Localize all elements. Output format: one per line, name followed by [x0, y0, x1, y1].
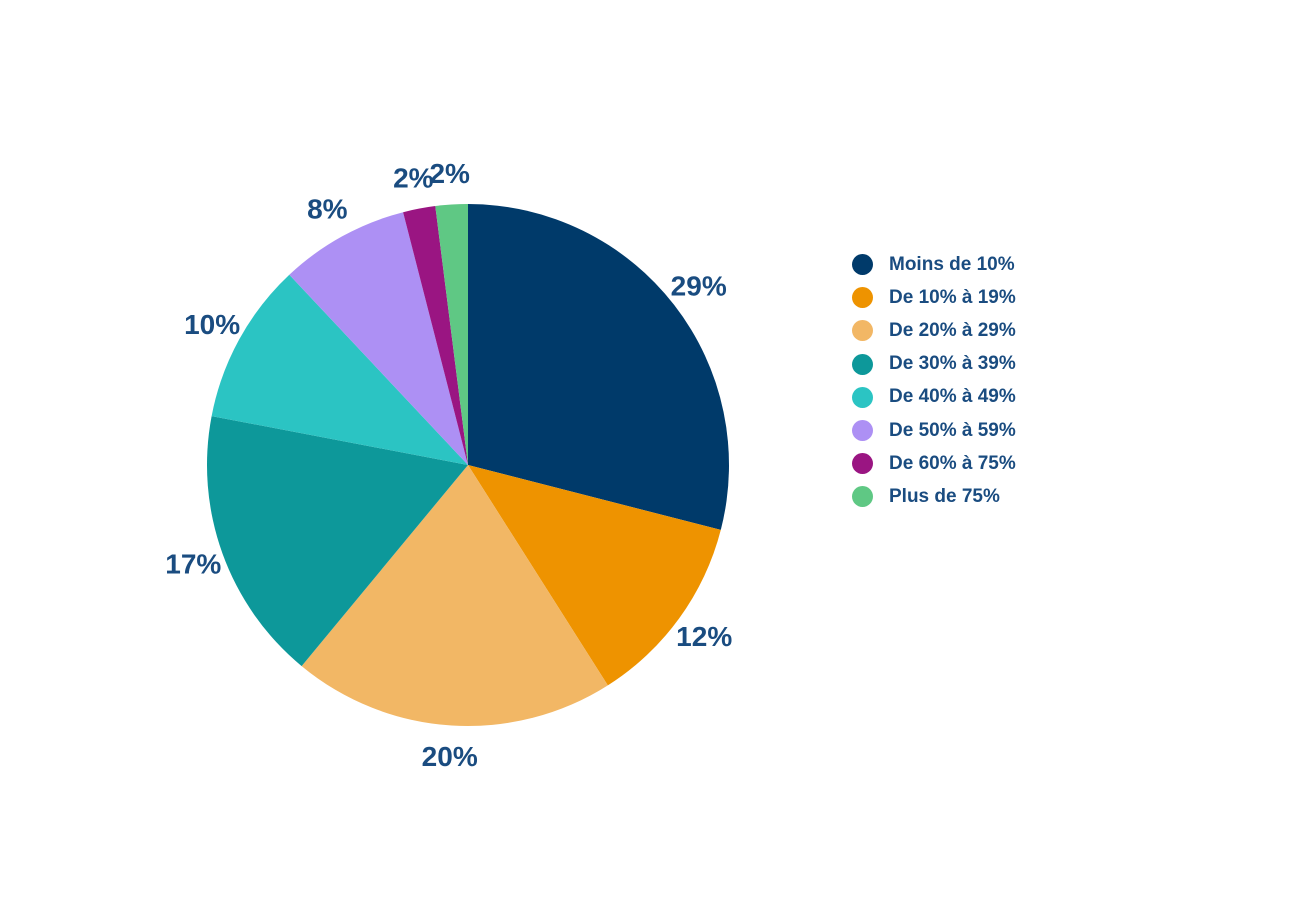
legend-swatch-icon: [852, 353, 873, 375]
legend-swatch-icon: [852, 386, 873, 408]
legend-label: De 20% à 29%: [889, 319, 1016, 341]
legend-label: De 40% à 49%: [889, 386, 1016, 408]
pie-slice: [435, 204, 468, 465]
pie-slice: [206, 416, 469, 667]
pie-slice: [468, 204, 730, 530]
legend-item: De 30% à 39%: [852, 348, 1016, 381]
pie-slice: [403, 206, 468, 465]
slice-value-label: 2%: [429, 158, 470, 189]
legend-item: De 10% à 19%: [852, 281, 1016, 314]
slice-value-label: 8%: [307, 194, 348, 225]
legend-item: De 40% à 49%: [852, 381, 1016, 414]
legend-label: De 10% à 19%: [889, 286, 1016, 308]
slice-value-label: 17%: [165, 548, 221, 579]
legend-swatch-icon: [852, 287, 873, 309]
legend-item: Plus de 75%: [852, 480, 1016, 513]
slice-value-label: 20%: [422, 741, 478, 772]
legend-label: Plus de 75%: [889, 485, 1000, 507]
legend-item: De 20% à 29%: [852, 314, 1016, 347]
legend-swatch-icon: [852, 453, 873, 475]
slice-value-label: 10%: [184, 309, 240, 340]
legend-item: De 60% à 75%: [852, 447, 1016, 480]
legend-item: De 50% à 59%: [852, 414, 1016, 447]
legend-swatch-icon: [852, 486, 873, 508]
chart-legend: Moins de 10% De 10% à 19% De 20% à 29% De 3…: [852, 248, 1016, 514]
legend-item: Moins de 10%: [852, 248, 1016, 281]
slice-value-label: 2%: [393, 163, 434, 194]
legend-label: Moins de 10%: [889, 253, 1015, 275]
legend-swatch-icon: [852, 254, 873, 276]
legend-label: De 60% à 75%: [889, 452, 1016, 474]
legend-swatch-icon: [852, 320, 873, 342]
legend-label: De 50% à 59%: [889, 419, 1016, 441]
pie-slice: [468, 465, 721, 686]
pie-slice: [289, 212, 468, 465]
pie-slice: [211, 274, 468, 465]
legend-label: De 30% à 39%: [889, 353, 1016, 375]
pie-slice: [301, 465, 608, 726]
legend-swatch-icon: [852, 420, 873, 442]
slice-value-label: 29%: [671, 271, 727, 302]
slice-value-label: 12%: [676, 621, 732, 652]
